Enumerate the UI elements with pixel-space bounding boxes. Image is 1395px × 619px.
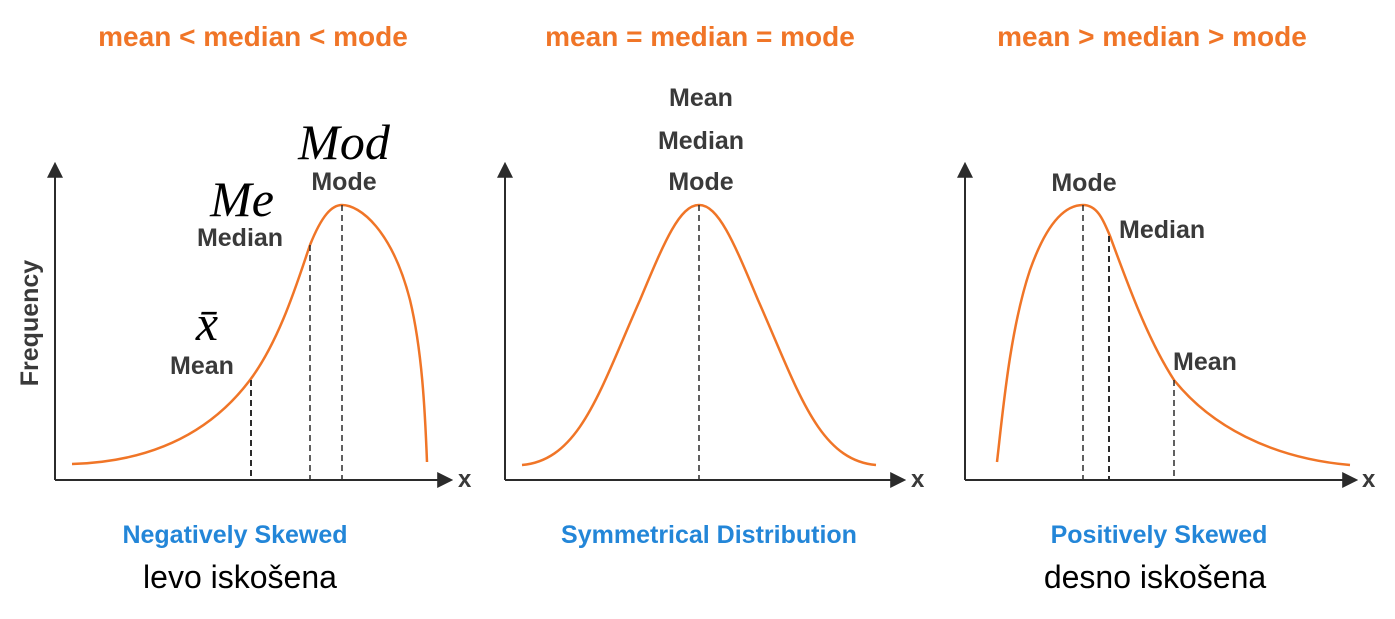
subcaption: levo iskošena: [143, 559, 337, 595]
caption: Symmetrical Distribution: [561, 521, 857, 549]
mean-label: Mean: [1173, 348, 1237, 376]
x-axis-label: x: [1362, 466, 1376, 493]
caption: Positively Skewed: [1051, 521, 1268, 549]
subcaption: desno iskošena: [1044, 559, 1267, 595]
mean-label: Mean: [170, 352, 234, 380]
mode-label: Mode: [668, 168, 733, 196]
relation-text: mean < median < mode: [98, 21, 408, 52]
relation-text: mean = median = mode: [545, 21, 855, 52]
median-label: Median: [658, 127, 744, 155]
panel-symmetrical: mean = median = mode x Mean Median Mode …: [497, 21, 925, 549]
mode-label: Mode: [311, 168, 376, 196]
median-label: Median: [1119, 216, 1205, 244]
x-axis-label: x: [911, 466, 925, 493]
relation-text: mean > median > mode: [997, 21, 1307, 52]
x-axis-label: x: [458, 466, 472, 493]
median-label: Median: [197, 224, 283, 252]
y-axis-label: Frequency: [16, 260, 44, 387]
mode-label: Mode: [1051, 169, 1116, 197]
distribution-curve: [995, 203, 1351, 467]
caption: Negatively Skewed: [122, 521, 347, 549]
mean-symbol: x̄: [195, 295, 218, 351]
mean-label: Mean: [669, 84, 733, 112]
panel-negatively-skewed: mean < median < mode x Frequency Mean Me…: [16, 21, 472, 595]
distribution-curve: [71, 203, 429, 466]
median-symbol: Me: [209, 171, 274, 227]
mode-symbol: Mod: [297, 114, 391, 170]
panel-positively-skewed: mean > median > mode x Mode Median Mean …: [957, 21, 1376, 595]
